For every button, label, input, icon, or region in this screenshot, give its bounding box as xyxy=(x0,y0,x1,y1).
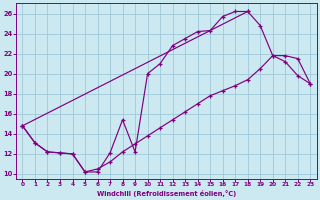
X-axis label: Windchill (Refroidissement éolien,°C): Windchill (Refroidissement éolien,°C) xyxy=(97,190,236,197)
